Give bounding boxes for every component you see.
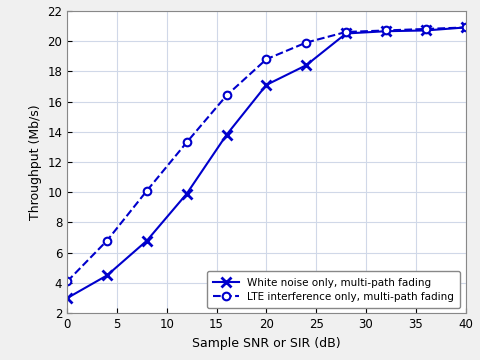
X-axis label: Sample SNR or SIR (dB): Sample SNR or SIR (dB) xyxy=(192,337,341,350)
White noise only, multi-path fading xyxy=(303,63,309,67)
White noise only, multi-path fading xyxy=(423,28,429,33)
White noise only, multi-path fading xyxy=(64,296,70,300)
Y-axis label: Throughput (Mb/s): Throughput (Mb/s) xyxy=(29,104,42,220)
White noise only, multi-path fading xyxy=(104,273,110,278)
Legend: White noise only, multi-path fading, LTE interference only, multi-path fading: White noise only, multi-path fading, LTE… xyxy=(207,271,460,308)
White noise only, multi-path fading xyxy=(184,192,190,196)
LTE interference only, multi-path fading xyxy=(144,189,150,193)
LTE interference only, multi-path fading xyxy=(264,57,269,61)
LTE interference only, multi-path fading xyxy=(423,27,429,31)
LTE interference only, multi-path fading xyxy=(463,25,468,30)
LTE interference only, multi-path fading xyxy=(343,30,349,34)
Line: LTE interference only, multi-path fading: LTE interference only, multi-path fading xyxy=(63,24,469,285)
White noise only, multi-path fading xyxy=(224,132,229,137)
LTE interference only, multi-path fading xyxy=(224,93,229,98)
White noise only, multi-path fading xyxy=(144,238,150,243)
White noise only, multi-path fading xyxy=(264,83,269,87)
LTE interference only, multi-path fading xyxy=(184,140,190,144)
White noise only, multi-path fading xyxy=(383,29,389,33)
LTE interference only, multi-path fading xyxy=(303,40,309,45)
LTE interference only, multi-path fading xyxy=(104,238,110,243)
LTE interference only, multi-path fading xyxy=(64,279,70,284)
LTE interference only, multi-path fading xyxy=(383,28,389,33)
White noise only, multi-path fading xyxy=(343,31,349,36)
Line: White noise only, multi-path fading: White noise only, multi-path fading xyxy=(62,23,470,303)
White noise only, multi-path fading xyxy=(463,25,468,30)
